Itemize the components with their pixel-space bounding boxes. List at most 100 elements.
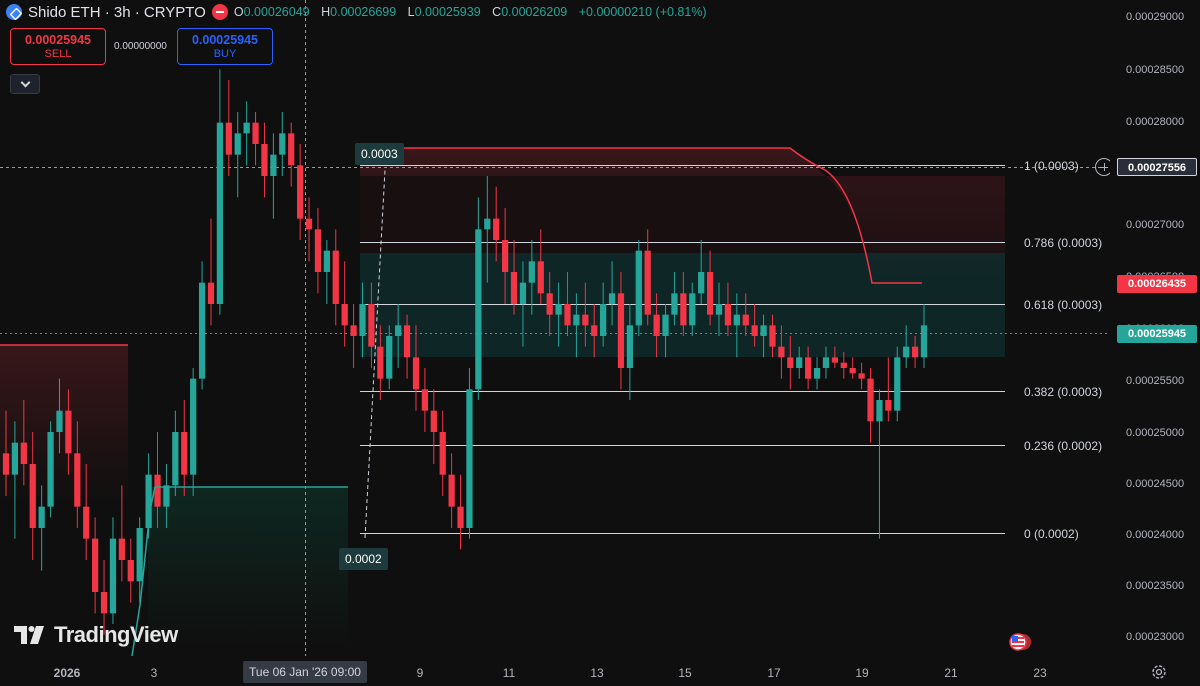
candle-body bbox=[822, 357, 830, 368]
candle-body bbox=[769, 325, 776, 347]
candle-body bbox=[163, 485, 170, 507]
time-cursor-label: Tue 06 Jan '26 09:00 bbox=[243, 661, 367, 683]
chart-header: Shido ETH · 3h · CRYPTO O0.00026049 H0.0… bbox=[0, 0, 715, 24]
candle-body bbox=[680, 293, 687, 326]
candle-body bbox=[100, 592, 108, 614]
candle-body bbox=[172, 432, 179, 486]
symbol-title[interactable]: Shido ETH · 3h · CRYPTO bbox=[28, 3, 206, 21]
price-tick: 0.00024000 bbox=[1126, 529, 1185, 541]
candle-body bbox=[787, 357, 794, 368]
remove-icon[interactable] bbox=[211, 4, 228, 20]
time-tick: 11 bbox=[502, 666, 516, 680]
candle-body bbox=[501, 240, 509, 272]
candle-body bbox=[368, 304, 375, 347]
candle-body bbox=[733, 314, 740, 326]
candle-body bbox=[448, 474, 455, 507]
candle-body bbox=[386, 336, 393, 379]
candle-body bbox=[724, 304, 732, 326]
candle-body bbox=[216, 122, 224, 305]
low-callout: 0.0002 bbox=[339, 548, 388, 570]
candle-body bbox=[421, 389, 429, 411]
fib-label: 0 (0.0002) bbox=[1024, 526, 1079, 541]
time-axis[interactable]: 2026 3 9 11 13 15 17 19 21 23 Tue 06 Jan '26 09:00 bbox=[0, 656, 1110, 686]
candle-body bbox=[305, 218, 313, 230]
buy-label: BUY bbox=[213, 48, 237, 60]
candle-body bbox=[706, 272, 714, 315]
candle-body bbox=[582, 314, 589, 326]
price-tick: 0.00025000 bbox=[1126, 427, 1185, 439]
plus-circle-icon[interactable] bbox=[1095, 158, 1110, 176]
price-tick: 0.00023000 bbox=[1126, 631, 1185, 643]
resistance-zone bbox=[0, 345, 128, 505]
fib-upper-zone bbox=[360, 176, 1005, 253]
candle-body bbox=[528, 261, 535, 283]
candle-body bbox=[359, 304, 366, 336]
sell-button[interactable]: 0.00025945 SELL bbox=[10, 28, 106, 65]
candle-body bbox=[510, 272, 518, 304]
fib-label: 0.618 (0.0003) bbox=[1024, 297, 1103, 312]
candle-body bbox=[109, 538, 117, 614]
chart-area[interactable]: Shido ETH · 3h · CRYPTO O0.00026049 H0.0… bbox=[0, 0, 1110, 656]
candle-body bbox=[778, 346, 785, 358]
candle-body bbox=[626, 325, 634, 368]
candle-body bbox=[92, 538, 99, 592]
change-value: +0.00000210 (+0.81%) bbox=[578, 5, 707, 19]
support-line bbox=[131, 486, 348, 656]
candle-body bbox=[475, 229, 482, 390]
candle-body bbox=[412, 357, 420, 390]
candle-body bbox=[403, 325, 411, 358]
candle-body bbox=[457, 506, 464, 528]
price-tick: 0.00023500 bbox=[1126, 580, 1185, 592]
tradingview-logo[interactable]: TradingView bbox=[14, 622, 178, 648]
time-tick: 17 bbox=[767, 666, 781, 680]
candle-body bbox=[671, 293, 678, 315]
flag-icon[interactable] bbox=[1006, 632, 1034, 652]
candle-body bbox=[920, 325, 928, 358]
low-label: L bbox=[407, 5, 415, 19]
close-value: 0.00026209 bbox=[501, 5, 568, 19]
crosshair-price-badge: 0.00027556 bbox=[1117, 158, 1197, 176]
candle-body bbox=[430, 410, 437, 432]
candle-body bbox=[323, 250, 330, 272]
buy-price: 0.00025945 bbox=[191, 33, 259, 47]
candle-body bbox=[145, 474, 152, 528]
candle-body bbox=[154, 474, 161, 507]
settings-icon[interactable] bbox=[1150, 663, 1168, 681]
candle-body bbox=[608, 293, 616, 304]
chevron-down-icon[interactable] bbox=[10, 74, 40, 94]
symbol-icon[interactable] bbox=[6, 4, 22, 20]
candle-body bbox=[181, 432, 188, 475]
candle-body bbox=[805, 357, 812, 379]
candle-body bbox=[350, 325, 357, 336]
candle-body bbox=[689, 293, 696, 326]
logo-text: TradingView bbox=[54, 622, 178, 647]
candle-body bbox=[653, 314, 660, 336]
time-tick: 2026 bbox=[53, 666, 81, 680]
buy-button[interactable]: 0.00025945 BUY bbox=[177, 28, 273, 65]
candle-body bbox=[519, 282, 527, 304]
level-price-badge: 0.00026435 bbox=[1117, 275, 1197, 293]
candlestick-chart[interactable] bbox=[0, 0, 1110, 656]
price-tick: 0.00024500 bbox=[1126, 478, 1185, 490]
candle-body bbox=[546, 293, 553, 315]
candle-body bbox=[118, 538, 125, 560]
sell-label: SELL bbox=[44, 48, 72, 60]
candle-body bbox=[136, 528, 143, 582]
candle-body bbox=[493, 218, 500, 240]
fib-label: 0.382 (0.0003) bbox=[1024, 384, 1103, 399]
price-axis[interactable]: 0.00029000 0.00028500 0.00028000 0.00027000… bbox=[1110, 0, 1200, 656]
candle-body bbox=[885, 400, 892, 411]
candle-body bbox=[65, 410, 72, 454]
time-tick: 19 bbox=[855, 666, 869, 680]
ohlc-readout: O0.00026049 H0.00026699 L0.00025939 C0.0… bbox=[234, 5, 715, 19]
high-value: 0.00026699 bbox=[330, 5, 397, 19]
price-tick: 0.00029000 bbox=[1126, 11, 1185, 23]
candle-body bbox=[127, 560, 134, 582]
time-tick: 13 bbox=[590, 666, 604, 680]
candle-body bbox=[600, 304, 607, 336]
price-tick: 0.00028000 bbox=[1126, 116, 1185, 128]
candle-body bbox=[56, 410, 63, 432]
candle-body bbox=[261, 144, 268, 176]
candle-body bbox=[29, 464, 36, 528]
candle-body bbox=[635, 250, 642, 326]
